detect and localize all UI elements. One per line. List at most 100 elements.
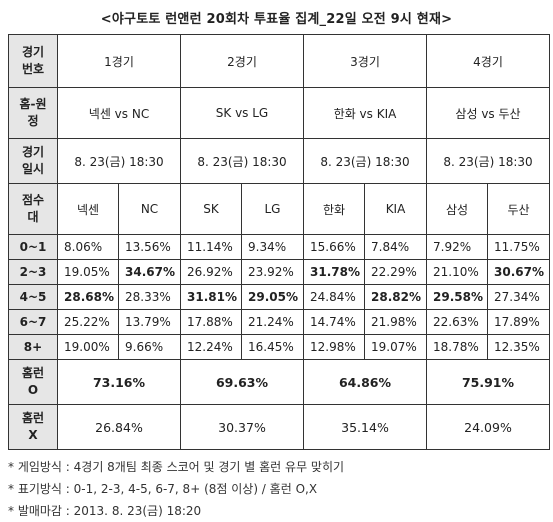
datetime-4-cell: 8. 23(금) 18:30 — [426, 138, 550, 184]
score-cell: 9.34% — [241, 234, 304, 260]
game-2-cell: 2경기 — [180, 34, 304, 88]
matchup-1-cell: 넥센 vs NC — [57, 87, 181, 139]
score-cell: 14.74% — [303, 309, 365, 335]
score-cell: 7.84% — [364, 234, 427, 260]
row-label-homerun-x: 홈런 X — [8, 404, 58, 450]
score-cell: 28.33% — [118, 284, 181, 310]
row-datetime: 경기 일시 8. 23(금) 18:30 8. 23(금) 18:30 8. 2… — [8, 138, 550, 184]
score-cell: 12.24% — [180, 334, 242, 360]
score-cell: 12.35% — [487, 334, 550, 360]
team-header: NC — [118, 183, 181, 235]
score-range-label: 4~5 — [8, 284, 58, 310]
homerun-o-cell: 64.86% — [303, 359, 427, 405]
homerun-x-cell: 26.84% — [57, 404, 181, 450]
score-cell: 12.98% — [303, 334, 365, 360]
score-cell: 7.92% — [426, 234, 488, 260]
homerun-x-cell: 24.09% — [426, 404, 550, 450]
score-cell: 29.05% — [241, 284, 304, 310]
matchup-2-cell: SK vs LG — [180, 87, 304, 139]
score-cell: 29.58% — [426, 284, 488, 310]
score-cell: 8.06% — [57, 234, 119, 260]
score-cell: 28.68% — [57, 284, 119, 310]
score-cell: 15.66% — [303, 234, 365, 260]
score-cell: 22.63% — [426, 309, 488, 335]
game-3-cell: 3경기 — [303, 34, 427, 88]
homerun-o-cell: 73.16% — [57, 359, 181, 405]
label-text: 홈런 O — [21, 366, 45, 397]
datetime-2-cell: 8. 23(금) 18:30 — [180, 138, 304, 184]
score-row: 4~5 28.68% 28.33% 31.81% 29.05% 24.84% 2… — [8, 284, 550, 310]
homerun-o-cell: 75.91% — [426, 359, 550, 405]
score-cell: 17.89% — [487, 309, 550, 335]
vote-rate-table: 경기 번호 1경기 2경기 3경기 4경기 홈-원 정 넥센 vs NC SK … — [8, 34, 550, 450]
datetime-1-cell: 8. 23(금) 18:30 — [57, 138, 181, 184]
team-header: LG — [241, 183, 304, 235]
label-text: 경기 일시 — [21, 145, 45, 176]
homerun-o-cell: 69.63% — [180, 359, 304, 405]
score-cell: 25.22% — [57, 309, 119, 335]
score-cell: 31.81% — [180, 284, 242, 310]
score-cell: 17.88% — [180, 309, 242, 335]
score-cell: 19.05% — [57, 259, 119, 285]
score-row: 8+ 19.00% 9.66% 12.24% 16.45% 12.98% 19.… — [8, 334, 550, 360]
row-label-datetime: 경기 일시 — [8, 138, 58, 184]
team-header: 넥센 — [57, 183, 119, 235]
row-label-homerun-o: 홈런 O — [8, 359, 58, 405]
score-cell: 19.00% — [57, 334, 119, 360]
label-text: 홈런 X — [21, 411, 45, 442]
note-notation: * 표기방식 : 0-1, 2-3, 4-5, 6-7, 8+ (8점 이상) … — [8, 482, 318, 496]
note-deadline: * 발매마감 : 2013. 8. 23(금) 18:20 — [8, 504, 202, 518]
row-home-away: 홈-원 정 넥센 vs NC SK vs LG 한화 vs KIA 삼성 vs … — [8, 87, 550, 139]
score-cell: 22.29% — [364, 259, 427, 285]
score-cell: 21.98% — [364, 309, 427, 335]
score-cell: 27.34% — [487, 284, 550, 310]
score-cell: 21.10% — [426, 259, 488, 285]
team-header: 두산 — [487, 183, 550, 235]
row-label-home-away: 홈-원 정 — [8, 87, 58, 139]
team-header: 한화 — [303, 183, 365, 235]
score-range-label: 8+ — [8, 334, 58, 360]
row-score-header: 점수 대 넥센 NC SK LG 한화 KIA 삼성 두산 — [8, 183, 550, 235]
matchup-3-cell: 한화 vs KIA — [303, 87, 427, 139]
homerun-x-cell: 35.14% — [303, 404, 427, 450]
page-title: <야구토토 런앤런 20회차 투표율 집계_22일 오전 9시 현재> — [100, 12, 453, 27]
score-cell: 30.67% — [487, 259, 550, 285]
score-cell: 18.78% — [426, 334, 488, 360]
score-cell: 16.45% — [241, 334, 304, 360]
game-4-cell: 4경기 — [426, 34, 550, 88]
matchup-4-cell: 삼성 vs 두산 — [426, 87, 550, 139]
score-cell: 13.79% — [118, 309, 181, 335]
homerun-x-cell: 30.37% — [180, 404, 304, 450]
score-cell: 21.24% — [241, 309, 304, 335]
team-header: SK — [180, 183, 242, 235]
score-row: 0~1 8.06% 13.56% 11.14% 9.34% 15.66% 7.8… — [8, 234, 550, 260]
team-header: KIA — [364, 183, 427, 235]
score-cell: 31.78% — [303, 259, 365, 285]
score-cell: 28.82% — [364, 284, 427, 310]
note-game-method: * 게임방식 : 4경기 8개팀 최종 스코어 및 경기 별 홈런 유무 맞히기 — [8, 460, 345, 474]
score-cell: 19.07% — [364, 334, 427, 360]
score-cell: 11.14% — [180, 234, 242, 260]
row-homerun-x: 홈런 X 26.84% 30.37% 35.14% 24.09% — [8, 404, 550, 450]
score-cell: 24.84% — [303, 284, 365, 310]
team-header: 삼성 — [426, 183, 488, 235]
score-range-label: 0~1 — [8, 234, 58, 260]
label-text: 점수 대 — [21, 193, 45, 224]
game-1-cell: 1경기 — [57, 34, 181, 88]
score-row: 6~7 25.22% 13.79% 17.88% 21.24% 14.74% 2… — [8, 309, 550, 335]
datetime-3-cell: 8. 23(금) 18:30 — [303, 138, 427, 184]
score-cell: 23.92% — [241, 259, 304, 285]
score-range-label: 2~3 — [8, 259, 58, 285]
score-cell: 11.75% — [487, 234, 550, 260]
table-body: 경기 번호 1경기 2경기 3경기 4경기 홈-원 정 넥센 vs NC SK … — [8, 34, 550, 450]
row-homerun-o: 홈런 O 73.16% 69.63% 64.86% 75.91% — [8, 359, 550, 405]
row-label-score: 점수 대 — [8, 183, 58, 235]
score-row: 2~3 19.05% 34.67% 26.92% 23.92% 31.78% 2… — [8, 259, 550, 285]
score-cell: 26.92% — [180, 259, 242, 285]
score-cell: 13.56% — [118, 234, 181, 260]
footnotes: * 게임방식 : 4경기 8개팀 최종 스코어 및 경기 별 홈런 유무 맞히기… — [8, 456, 344, 522]
label-text: 경기 번호 — [21, 45, 45, 76]
score-cell: 9.66% — [118, 334, 181, 360]
row-game-number: 경기 번호 1경기 2경기 3경기 4경기 — [8, 34, 550, 88]
label-text: 홈-원 정 — [19, 97, 47, 128]
